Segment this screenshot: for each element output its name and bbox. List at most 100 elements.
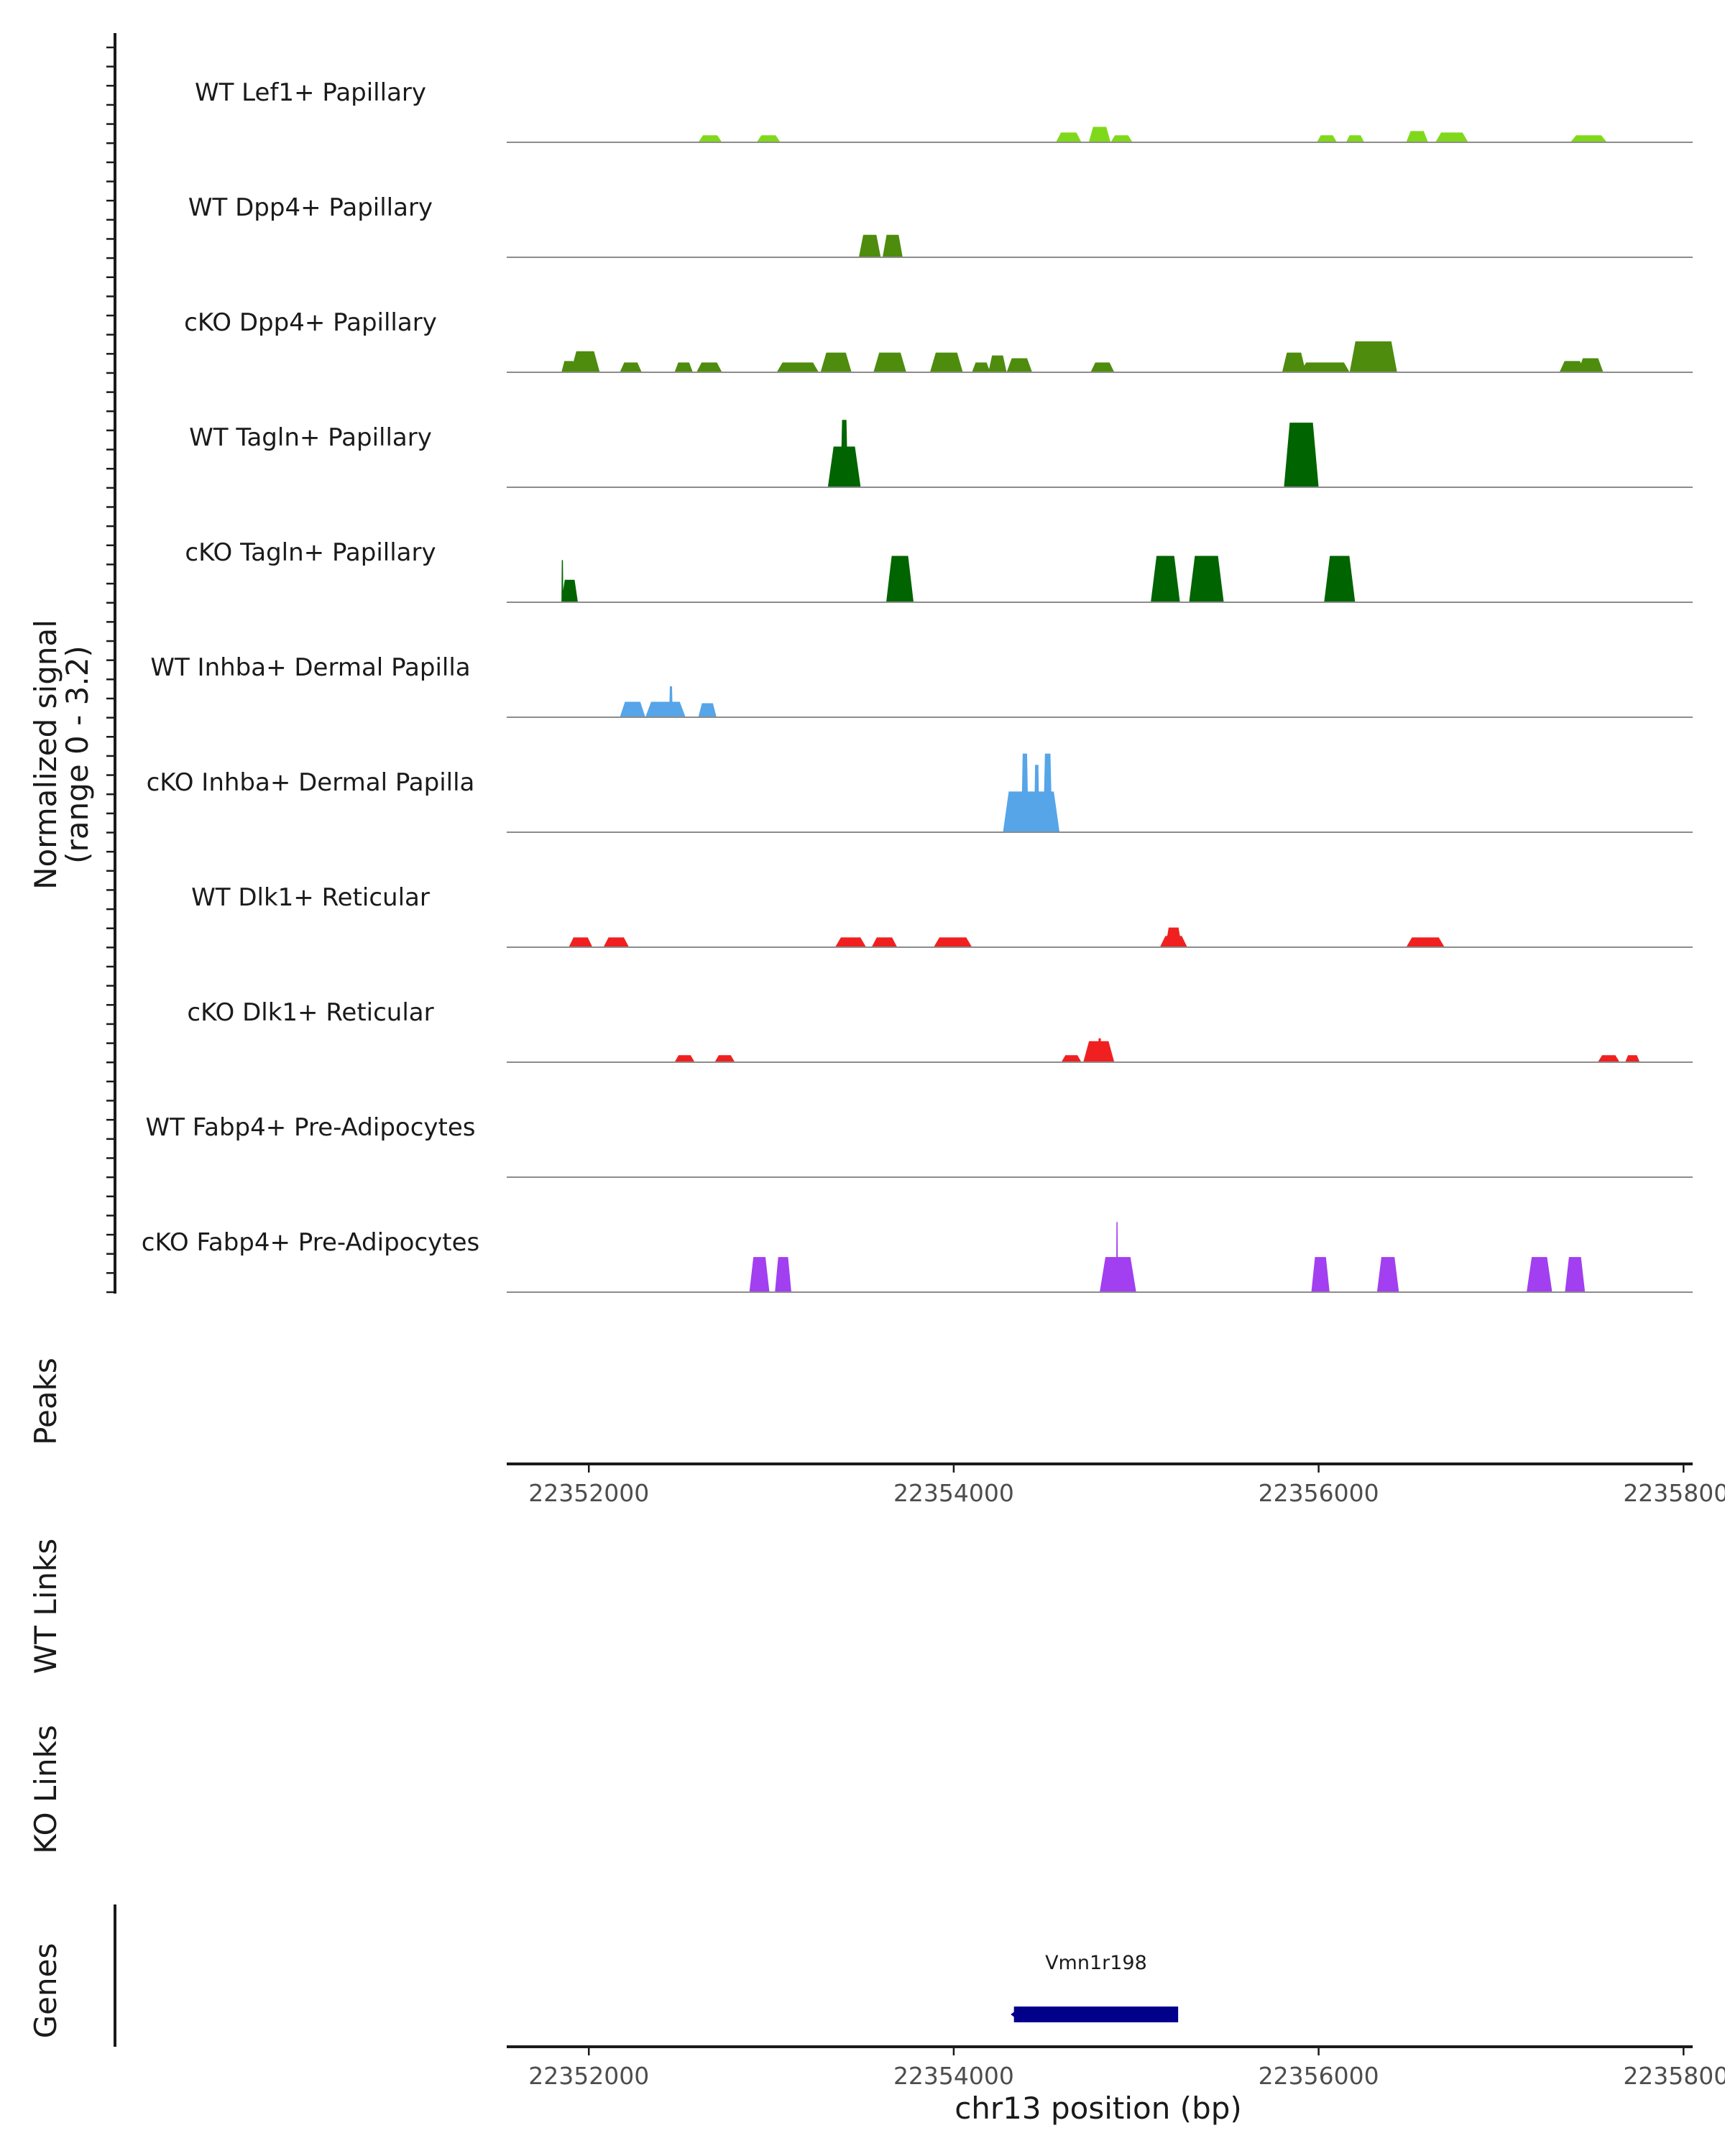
track-label: WT Dpp4+ Papillary [188, 193, 433, 222]
x-tick-label: 22358000 [1623, 2062, 1725, 2090]
track-label: cKO Fabp4+ Pre-Adipocytes [142, 1228, 480, 1257]
coverage-peak [561, 560, 564, 602]
coverage-peak [620, 362, 642, 372]
coverage-peak [1625, 1055, 1640, 1062]
strand-arrow [1011, 2007, 1022, 2022]
coverage-peak [1598, 1055, 1620, 1062]
coverage-peak [570, 351, 600, 372]
coverage-peak [871, 937, 898, 947]
signal-y-axis-range: (range 0 - 3.2) [60, 645, 95, 864]
track-wt-tagln-papillary: WT Tagln+ Papillary [189, 420, 1693, 488]
coverage-peak [1578, 358, 1604, 372]
coverage-peak [840, 420, 848, 487]
coverage-peak [1090, 362, 1115, 372]
wt-links-track-label: WT Links [28, 1539, 63, 1674]
coverage-peak [1110, 135, 1133, 142]
x-tick-label: 22356000 [1259, 1479, 1379, 1507]
track-cko-tagln-papillary: cKO Tagln+ Papillary [185, 538, 1693, 603]
coverage-peak [561, 579, 578, 602]
coverage-peak [698, 135, 722, 142]
coverage-peak [929, 352, 963, 372]
coverage-peak [569, 937, 593, 947]
track-label: WT Dlk1+ Reticular [191, 883, 430, 912]
track-label: cKO Dlk1+ Reticular [187, 998, 433, 1027]
track-label: cKO Inhba+ Dermal Papilla [147, 768, 475, 797]
x-tick-label: 22354000 [893, 1479, 1014, 1507]
x-tick-label: 22358000 [1623, 1479, 1725, 1507]
coverage-peak [603, 937, 630, 947]
coverage-peak [668, 686, 673, 717]
gene-body [1013, 2007, 1179, 2022]
coverage-peak [886, 556, 914, 602]
track-label: WT Tagln+ Papillary [189, 423, 432, 452]
coverage-peak [1349, 341, 1397, 372]
x-tick-label: 22356000 [1259, 2062, 1379, 2090]
coverage-peak [1088, 126, 1111, 142]
coverage-peak [696, 362, 722, 372]
signal-tracks: WT Lef1+ Papillary WT Dpp4+ Papillary cKO … [142, 78, 1693, 1293]
track-label: WT Inhba+ Dermal Papilla [150, 653, 470, 682]
coverage-peak [1559, 361, 1586, 372]
coverage-peak [1527, 1257, 1552, 1292]
coverage-peak [1151, 556, 1180, 602]
signal-y-axis [106, 33, 116, 1294]
coverage-peak [674, 362, 693, 372]
coverage-peak [1056, 132, 1082, 142]
coverage-peak [1006, 358, 1033, 372]
coverage-peak [1317, 135, 1337, 142]
x-tick-label: 22352000 [528, 2062, 649, 2090]
coverage-peak [934, 937, 972, 947]
coverage-peak [1282, 352, 1306, 372]
coverage-peak [645, 701, 686, 717]
coverage-peak [1406, 131, 1428, 142]
ko-links-track-label: KO Links [28, 1725, 63, 1854]
track-wt-dlk1-reticular: WT Dlk1+ Reticular [191, 883, 1693, 948]
peaks-x-axis: 22352000 22354000 22356000 22358000 [507, 1462, 1725, 1507]
coverage-peak [1406, 937, 1445, 947]
coverage-peak [834, 937, 867, 947]
track-cko-dlk1-reticular: cKO Dlk1+ Reticular [187, 998, 1693, 1063]
track-label: WT Fabp4+ Pre-Adipocytes [146, 1113, 476, 1142]
coverage-peak [882, 234, 903, 257]
coverage-peak [1300, 362, 1350, 372]
track-label: WT Lef1+ Papillary [195, 78, 426, 107]
peaks-track-label: Peaks [28, 1358, 63, 1445]
coverage-peak [1311, 1257, 1330, 1292]
coverage-peak [820, 352, 852, 372]
track-label: cKO Tagln+ Papillary [185, 538, 436, 567]
coverage-peak [1021, 753, 1029, 832]
track-cko-dpp4-papillary: cKO Dpp4+ Papillary [184, 308, 1693, 373]
coverage-peak [775, 1257, 791, 1292]
track-label: cKO Dpp4+ Papillary [184, 308, 437, 337]
coverage-peak [858, 234, 881, 257]
track-wt-inhba-dermal-papilla: WT Inhba+ Dermal Papilla [150, 653, 1693, 718]
position-x-axis: 22352000 22354000 22356000 22358000 [507, 2045, 1725, 2090]
coverage-peak [1435, 132, 1468, 142]
coverage-peak [1098, 1038, 1102, 1062]
coverage-peak [756, 135, 781, 142]
coverage-peak [972, 362, 990, 372]
coverage-peak [1043, 753, 1052, 832]
coverage-peak [1189, 556, 1224, 602]
track-cko-fabp4-pre-adipocytes: cKO Fabp4+ Pre-Adipocytes [142, 1222, 1693, 1293]
coverage-peak [1100, 1257, 1136, 1292]
coverage-peak [1346, 135, 1365, 142]
coverage-peak [1034, 765, 1040, 832]
signal-y-axis-title: Normalized signal [28, 619, 63, 890]
x-tick-label: 22352000 [528, 1479, 649, 1507]
gene-name-label: Vmn1r198 [1045, 1952, 1147, 1974]
coverage-peak [873, 352, 906, 372]
coverage-peak [1116, 1222, 1118, 1292]
coverage-peak [674, 1055, 695, 1062]
genes-track-label: Genes [28, 1943, 63, 2039]
genes-track: Vmn1r198 [1011, 1952, 1179, 2022]
coverage-peak [776, 362, 819, 372]
coverage-peak [1570, 135, 1607, 142]
coverage-peak [1376, 1257, 1399, 1292]
coverage-peak [1061, 1055, 1082, 1062]
track-wt-fabp4-pre-adipocytes: WT Fabp4+ Pre-Adipocytes [146, 1113, 1693, 1178]
coverage-peak [620, 701, 645, 717]
coverage-peak [1165, 927, 1182, 947]
coverage-peak [1565, 1257, 1586, 1292]
